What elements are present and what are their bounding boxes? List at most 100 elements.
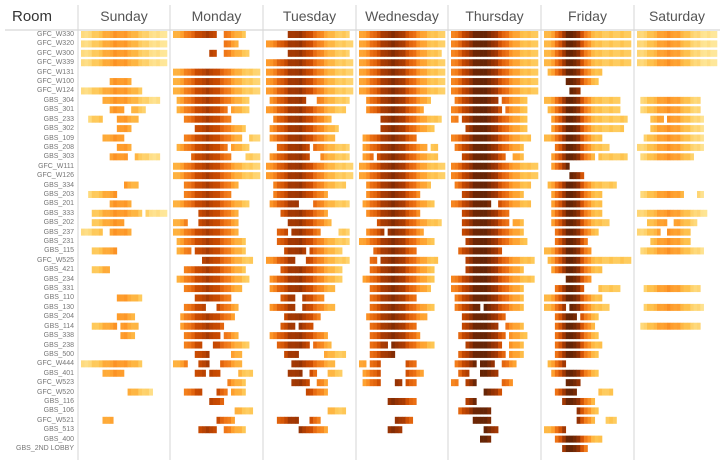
heat-cell: [316, 134, 321, 142]
heat-cell: [152, 96, 157, 104]
heat-cell: [594, 294, 599, 302]
heat-cell: [241, 379, 246, 387]
heat-cell: [380, 238, 385, 246]
heat-cell: [331, 59, 336, 67]
heat-cell: [176, 31, 181, 38]
heat-cell: [266, 256, 270, 264]
heat-cell: [430, 162, 435, 170]
heat-cell: [212, 313, 217, 321]
heat-cell: [380, 247, 385, 255]
heat-cell: [276, 416, 281, 424]
heat-cell: [298, 181, 303, 189]
room-label: GFC_W300: [37, 49, 74, 57]
heat-cell: [369, 256, 374, 264]
heat-cell: [519, 190, 524, 198]
heat-cell: [680, 40, 684, 48]
heat-cell: [276, 87, 281, 95]
heat-cell: [416, 31, 421, 38]
heat-cell: [427, 256, 431, 264]
room-label: GBS_237: [43, 228, 74, 236]
heat-cell: [469, 256, 474, 264]
heat-cell: [476, 285, 481, 293]
heat-cell: [124, 125, 128, 133]
heat-cell: [223, 266, 228, 274]
heat-cell: [231, 40, 235, 48]
heat-cell: [594, 78, 599, 86]
heat-cell: [106, 219, 110, 227]
heat-cell: [519, 96, 524, 104]
heat-cell: [660, 115, 664, 123]
heat-cell: [569, 172, 574, 180]
heat-cell: [551, 426, 556, 434]
heat-cell: [238, 162, 243, 170]
heat-cell: [398, 303, 403, 311]
heat-cell: [198, 238, 203, 246]
room-label: GBS_400: [43, 435, 74, 443]
heat-cell: [700, 31, 704, 38]
heat-cell: [427, 87, 431, 95]
room-label: GFC_W330: [37, 31, 74, 38]
heat-cell: [647, 31, 651, 38]
heat-cell: [498, 200, 503, 208]
heat-cell: [287, 275, 292, 283]
heat-cell: [562, 341, 567, 349]
heat-cell: [498, 78, 503, 86]
heat-cell: [127, 313, 132, 321]
heat-cell: [366, 143, 371, 151]
heat-cell: [494, 303, 499, 311]
heat-cell: [331, 181, 336, 189]
heat-cell: [113, 106, 118, 114]
heat-cell: [223, 256, 228, 264]
heat-cell: [91, 247, 96, 255]
heat-cell: [398, 247, 403, 255]
heat-cell: [316, 219, 321, 227]
heat-cell: [643, 228, 648, 236]
heat-cell: [205, 426, 210, 434]
heat-cell: [573, 172, 577, 180]
heat-cell: [209, 162, 214, 170]
heat-cell: [483, 228, 488, 236]
heat-cell: [483, 49, 488, 57]
heat-cell: [598, 143, 603, 151]
heat-cell: [465, 397, 470, 405]
heat-cell: [673, 190, 678, 198]
heat-cell: [194, 134, 199, 142]
heat-cell: [369, 190, 374, 198]
heat-cell: [554, 96, 559, 104]
heat-cell: [483, 388, 488, 396]
heat-cell: [409, 78, 414, 86]
heat-cell: [402, 313, 406, 321]
heat-cell: [227, 294, 232, 302]
heat-cell: [223, 190, 228, 198]
heat-cell: [81, 59, 85, 67]
heat-cell: [284, 172, 289, 180]
heat-cell: [231, 275, 235, 283]
heat-cell: [409, 200, 414, 208]
room-label: GFC_W520: [37, 388, 74, 396]
heat-cell: [480, 238, 484, 246]
heat-cell: [487, 407, 492, 415]
heat-cell: [291, 238, 296, 246]
heat-cell: [472, 275, 477, 283]
heat-cell: [280, 181, 285, 189]
heat-cell: [249, 87, 254, 95]
heat-cell: [483, 143, 488, 151]
heat-cell: [398, 68, 403, 76]
heat-cell: [376, 266, 381, 274]
heat-cell: [269, 256, 274, 264]
heat-cell: [338, 153, 343, 161]
heat-cell: [461, 134, 466, 142]
heat-cell: [334, 369, 339, 377]
heat-cell: [391, 209, 396, 217]
heat-cell: [451, 379, 455, 387]
heat-cell: [298, 31, 303, 38]
heat-cell: [512, 275, 517, 283]
heat-cell: [620, 256, 625, 264]
heat-cell: [373, 369, 378, 377]
heat-cell: [280, 200, 285, 208]
heat-cell: [369, 209, 374, 217]
heat-cell: [102, 49, 107, 57]
heat-cell: [687, 322, 691, 330]
heat-cell: [480, 360, 484, 368]
heat-cell: [412, 40, 417, 48]
